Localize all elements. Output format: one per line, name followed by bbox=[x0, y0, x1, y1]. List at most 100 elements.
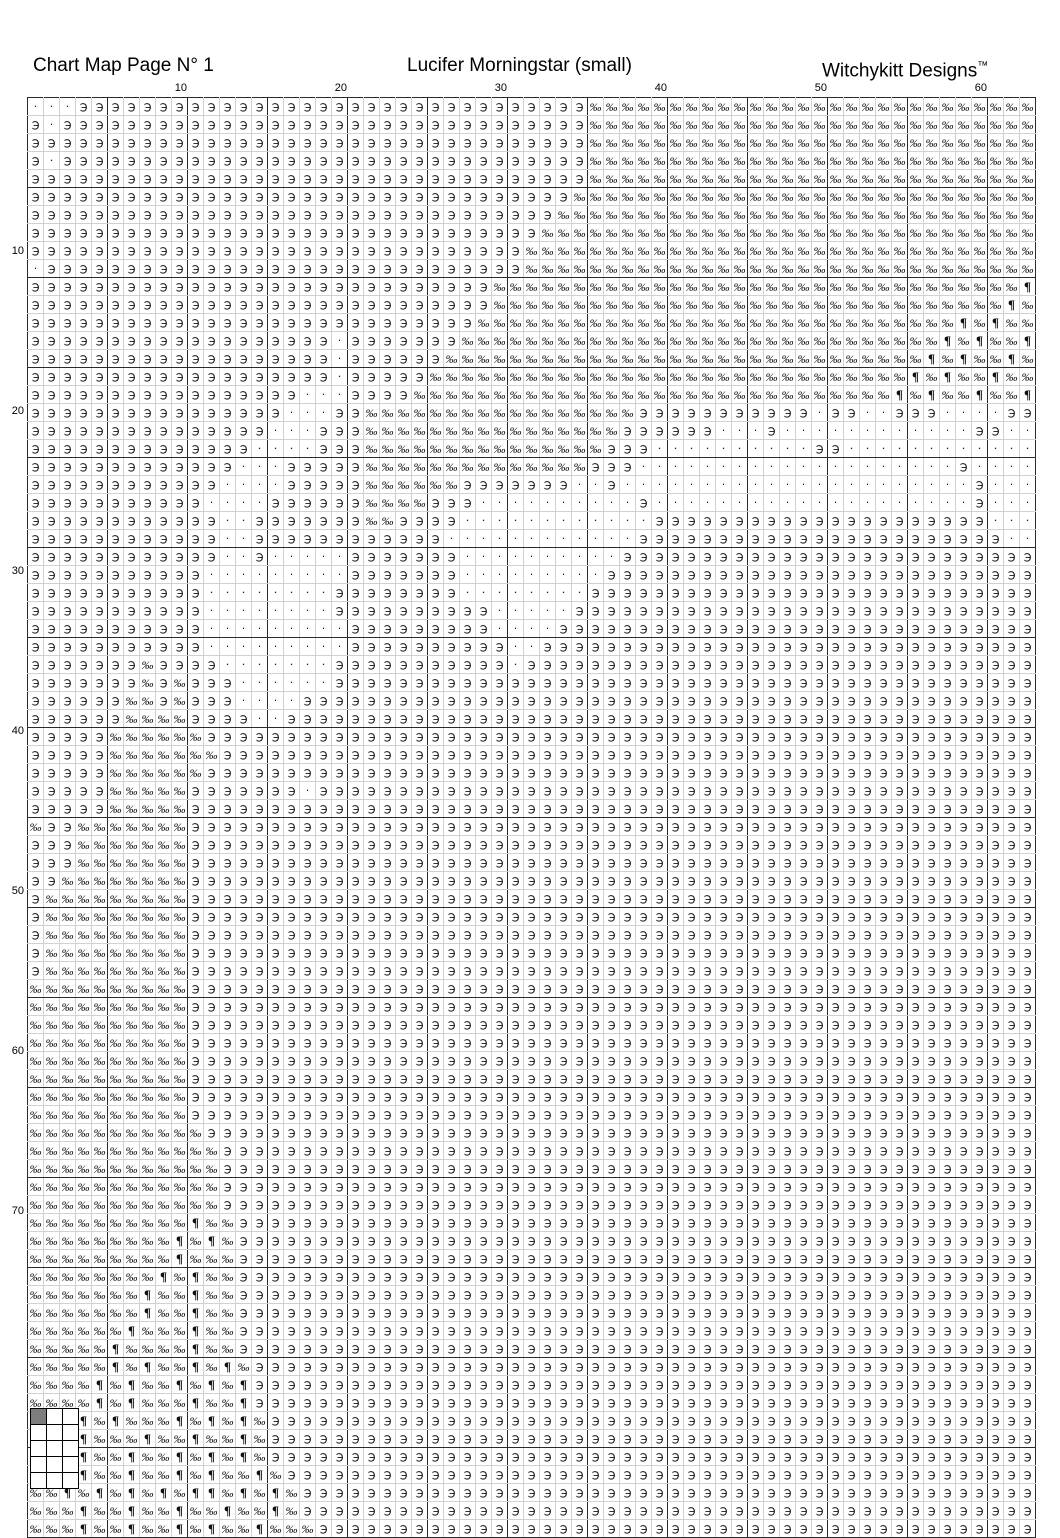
chart-cell[interactable]: ℈ bbox=[956, 638, 972, 656]
chart-cell[interactable]: ℈ bbox=[524, 116, 540, 134]
chart-cell[interactable]: ‰ bbox=[124, 728, 140, 746]
chart-cell[interactable]: ℈ bbox=[348, 368, 364, 386]
chart-cell[interactable]: ℈ bbox=[124, 404, 140, 422]
chart-cell[interactable]: ℈ bbox=[396, 746, 412, 764]
chart-cell[interactable]: ‰ bbox=[620, 116, 636, 134]
chart-cell[interactable]: ¶ bbox=[940, 332, 956, 350]
chart-cell[interactable]: ℈ bbox=[92, 170, 108, 188]
chart-cell[interactable]: ‰ bbox=[476, 404, 492, 422]
chart-cell[interactable]: · bbox=[556, 548, 572, 566]
chart-cell[interactable]: ℈ bbox=[28, 584, 44, 602]
chart-cell[interactable]: ℈ bbox=[764, 710, 780, 728]
chart-cell[interactable]: ℈ bbox=[76, 350, 92, 368]
chart-cell[interactable]: ℈ bbox=[316, 458, 332, 476]
chart-cell[interactable]: ℈ bbox=[284, 512, 300, 530]
chart-cell[interactable]: ‰ bbox=[652, 278, 668, 296]
chart-cell[interactable]: ℈ bbox=[204, 386, 220, 404]
chart-cell[interactable]: ℈ bbox=[252, 170, 268, 188]
chart-cell[interactable]: ℈ bbox=[604, 728, 620, 746]
chart-cell[interactable]: ℈ bbox=[572, 116, 588, 134]
chart-cell[interactable]: ‰ bbox=[700, 350, 716, 368]
chart-cell[interactable]: ℈ bbox=[60, 242, 76, 260]
chart-cell[interactable]: ‰ bbox=[412, 440, 428, 458]
chart-cell[interactable]: ℈ bbox=[524, 134, 540, 152]
chart-cell[interactable]: ‰ bbox=[684, 314, 700, 332]
chart-cell[interactable]: ℈ bbox=[268, 314, 284, 332]
chart-cell[interactable]: ℈ bbox=[892, 530, 908, 548]
chart-cell[interactable]: ℈ bbox=[1020, 602, 1036, 620]
chart-cell[interactable]: ‰ bbox=[988, 152, 1004, 170]
chart-cell[interactable]: ℈ bbox=[444, 188, 460, 206]
chart-cell[interactable]: ℈ bbox=[140, 134, 156, 152]
chart-cell[interactable]: ℈ bbox=[508, 134, 524, 152]
chart-cell[interactable]: ℈ bbox=[284, 782, 300, 800]
chart-cell[interactable]: ℈ bbox=[476, 764, 492, 782]
chart-cell[interactable]: ℈ bbox=[124, 170, 140, 188]
chart-cell[interactable]: · bbox=[476, 566, 492, 584]
chart-cell[interactable]: ℈ bbox=[188, 134, 204, 152]
chart-cell[interactable]: ℈ bbox=[604, 458, 620, 476]
chart-cell[interactable]: · bbox=[332, 350, 348, 368]
chart-cell[interactable]: ℈ bbox=[188, 548, 204, 566]
chart-cell[interactable]: ℈ bbox=[924, 566, 940, 584]
chart-cell[interactable]: ‰ bbox=[684, 134, 700, 152]
chart-cell[interactable]: ℈ bbox=[684, 584, 700, 602]
chart-cell[interactable]: · bbox=[876, 404, 892, 422]
chart-cell[interactable]: ℈ bbox=[412, 116, 428, 134]
chart-cell[interactable]: · bbox=[524, 584, 540, 602]
chart-cell[interactable]: ‰ bbox=[796, 350, 812, 368]
chart-cell[interactable]: ‰ bbox=[140, 710, 156, 728]
chart-cell[interactable]: ℈ bbox=[780, 638, 796, 656]
chart-cell[interactable]: ℈ bbox=[476, 656, 492, 674]
chart-cell[interactable]: ℈ bbox=[300, 98, 316, 116]
chart-cell[interactable]: ℈ bbox=[876, 566, 892, 584]
chart-cell[interactable]: ‰ bbox=[1004, 134, 1020, 152]
chart-cell[interactable]: ‰ bbox=[748, 98, 764, 116]
chart-cell[interactable]: · bbox=[764, 494, 780, 512]
chart-cell[interactable]: ℈ bbox=[812, 440, 828, 458]
chart-cell[interactable]: ℈ bbox=[380, 764, 396, 782]
chart-cell[interactable]: ℈ bbox=[988, 728, 1004, 746]
chart-cell[interactable]: ‰ bbox=[636, 188, 652, 206]
chart-cell[interactable]: ℈ bbox=[524, 224, 540, 242]
chart-cell[interactable]: ℈ bbox=[252, 278, 268, 296]
chart-cell[interactable]: ‰ bbox=[732, 116, 748, 134]
chart-cell[interactable]: ℈ bbox=[204, 314, 220, 332]
chart-cell[interactable]: ‰ bbox=[844, 368, 860, 386]
chart-cell[interactable]: ℈ bbox=[940, 656, 956, 674]
chart-cell[interactable]: ℈ bbox=[524, 98, 540, 116]
chart-cell[interactable]: ℈ bbox=[828, 782, 844, 800]
chart-cell[interactable]: ℈ bbox=[476, 728, 492, 746]
chart-cell[interactable]: ℈ bbox=[76, 512, 92, 530]
chart-cell[interactable]: ‰ bbox=[876, 332, 892, 350]
chart-cell[interactable]: ℈ bbox=[60, 206, 76, 224]
chart-cell[interactable]: · bbox=[492, 584, 508, 602]
chart-cell[interactable]: · bbox=[332, 566, 348, 584]
chart-cell[interactable]: · bbox=[780, 476, 796, 494]
chart-cell[interactable]: · bbox=[556, 512, 572, 530]
chart-cell[interactable]: ‰ bbox=[156, 800, 172, 818]
chart-cell[interactable]: ℈ bbox=[76, 620, 92, 638]
chart-cell[interactable]: ‰ bbox=[620, 332, 636, 350]
chart-cell[interactable]: ℈ bbox=[28, 386, 44, 404]
chart-cell[interactable]: ℈ bbox=[716, 674, 732, 692]
chart-cell[interactable]: ℈ bbox=[508, 152, 524, 170]
chart-cell[interactable]: ‰ bbox=[588, 170, 604, 188]
chart-cell[interactable]: ℈ bbox=[460, 98, 476, 116]
chart-cell[interactable]: ℈ bbox=[796, 584, 812, 602]
chart-cell[interactable]: ℈ bbox=[60, 692, 76, 710]
chart-cell[interactable]: ℈ bbox=[396, 530, 412, 548]
chart-cell[interactable]: ℈ bbox=[1004, 764, 1020, 782]
chart-cell[interactable]: ℈ bbox=[316, 440, 332, 458]
chart-cell[interactable]: · bbox=[252, 440, 268, 458]
chart-cell[interactable]: · bbox=[524, 530, 540, 548]
chart-cell[interactable]: ‰ bbox=[492, 314, 508, 332]
chart-cell[interactable]: ℈ bbox=[124, 530, 140, 548]
chart-cell[interactable]: ‰ bbox=[988, 296, 1004, 314]
chart-cell[interactable]: ℈ bbox=[76, 530, 92, 548]
chart-cell[interactable]: ‰ bbox=[732, 224, 748, 242]
chart-cell[interactable]: ℈ bbox=[28, 620, 44, 638]
chart-cell[interactable]: ℈ bbox=[268, 116, 284, 134]
chart-cell[interactable]: ℈ bbox=[60, 530, 76, 548]
chart-cell[interactable]: ‰ bbox=[460, 350, 476, 368]
